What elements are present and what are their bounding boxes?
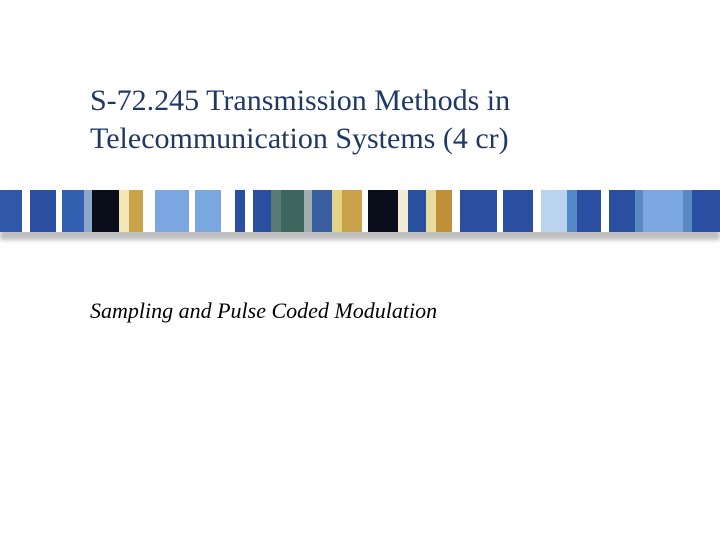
band-segment bbox=[119, 190, 129, 232]
band-segment bbox=[426, 190, 436, 232]
band-segment bbox=[577, 190, 601, 232]
band-segment bbox=[533, 190, 541, 232]
slide: S-72.245 Transmission Methods in Telecom… bbox=[0, 0, 720, 540]
band-segment bbox=[84, 190, 92, 232]
band-segment bbox=[281, 190, 303, 232]
band-segment bbox=[253, 190, 271, 232]
band-segment bbox=[368, 190, 398, 232]
band-segment bbox=[398, 190, 408, 232]
band-segment bbox=[452, 190, 460, 232]
band-segment bbox=[304, 190, 312, 232]
band-segment bbox=[271, 190, 281, 232]
band-segment bbox=[312, 190, 332, 232]
band-segment bbox=[436, 190, 452, 232]
band-segment bbox=[92, 190, 118, 232]
band-segment bbox=[683, 190, 691, 232]
slide-title: S-72.245 Transmission Methods in Telecom… bbox=[90, 82, 650, 157]
band-segment bbox=[129, 190, 143, 232]
band-segment bbox=[62, 190, 84, 232]
band-segment bbox=[235, 190, 245, 232]
band-segment bbox=[245, 190, 253, 232]
band-segment bbox=[408, 190, 426, 232]
band-segment bbox=[692, 190, 720, 232]
band-segment bbox=[332, 190, 342, 232]
band-segment bbox=[22, 190, 30, 232]
band-segment bbox=[0, 190, 22, 232]
band-segment bbox=[635, 190, 643, 232]
band-segment bbox=[541, 190, 567, 232]
band-segment bbox=[143, 190, 155, 232]
decorative-band bbox=[0, 190, 720, 232]
band-segment bbox=[609, 190, 635, 232]
band-segment bbox=[601, 190, 609, 232]
band-segment bbox=[195, 190, 221, 232]
slide-subtitle: Sampling and Pulse Coded Modulation bbox=[90, 298, 650, 324]
band-segment bbox=[503, 190, 533, 232]
band-segment bbox=[567, 190, 577, 232]
band-segment bbox=[221, 190, 235, 232]
band-segment bbox=[460, 190, 496, 232]
band-segment bbox=[155, 190, 189, 232]
band-segment bbox=[30, 190, 56, 232]
band-segment bbox=[643, 190, 683, 232]
band-segment bbox=[342, 190, 362, 232]
